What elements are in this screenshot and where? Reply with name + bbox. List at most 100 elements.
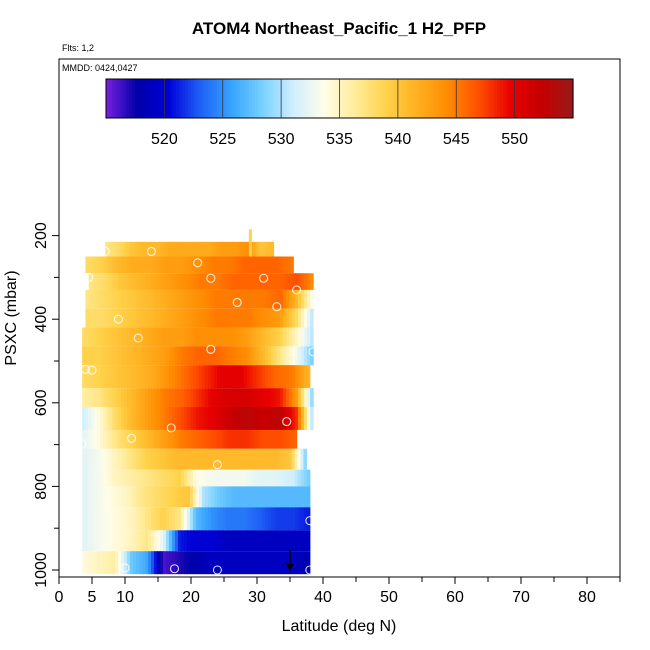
x-tick-label: 0 xyxy=(55,589,64,606)
heatmap-cell xyxy=(285,551,290,575)
heatmap-cell xyxy=(238,346,242,366)
heatmap-cell xyxy=(97,289,101,309)
heatmap-row xyxy=(85,308,314,328)
heatmap-cell xyxy=(254,256,258,274)
heatmap-cell xyxy=(192,507,197,531)
colorbar-segment xyxy=(357,79,361,118)
heatmap-cell xyxy=(193,346,197,366)
heatmap-cell xyxy=(139,327,143,347)
heatmap-cell xyxy=(274,406,278,430)
heatmap-cell xyxy=(307,327,311,347)
heatmap-cell xyxy=(82,530,86,552)
colorbar-segment xyxy=(444,79,449,118)
heatmap-cell xyxy=(208,256,213,274)
heatmap-cell xyxy=(264,448,269,470)
heatmap-cell xyxy=(220,388,224,407)
heatmap-cell xyxy=(121,273,126,290)
heatmap-cell xyxy=(97,530,101,552)
heatmap-cell xyxy=(264,469,269,487)
heatmap-cell xyxy=(175,308,179,328)
heatmap-cell xyxy=(235,327,239,347)
heatmap-cell xyxy=(205,289,209,309)
heatmap-cell xyxy=(144,429,149,449)
heatmap-cell xyxy=(297,507,302,531)
heatmap-cell xyxy=(136,388,140,407)
heatmap-cell xyxy=(109,486,113,508)
heatmap-cell xyxy=(307,346,311,366)
heatmap-cell xyxy=(184,289,188,309)
heatmap-cell xyxy=(142,327,146,347)
heatmap-cell xyxy=(187,308,191,328)
heatmap-cell xyxy=(195,241,199,257)
heatmap-cell xyxy=(295,406,299,430)
heatmap-cell xyxy=(286,289,290,309)
heatmap-cell xyxy=(145,486,149,508)
heatmap-cell xyxy=(154,256,159,274)
heatmap-cell xyxy=(249,486,254,508)
heatmap-cell xyxy=(124,530,128,552)
heatmap-cell xyxy=(177,486,182,508)
heatmap-cell xyxy=(250,327,254,347)
y-tick-label: 200 xyxy=(33,222,50,249)
colorbar-segment xyxy=(500,79,504,118)
heatmap-cell xyxy=(180,469,185,487)
colorbar-segment xyxy=(450,79,454,118)
heatmap-cell xyxy=(234,365,239,389)
heatmap-cell xyxy=(136,273,141,290)
heatmap-cell xyxy=(204,448,209,470)
heatmap-cell xyxy=(270,448,275,470)
colorbar-segment xyxy=(412,79,416,118)
heatmap-cell xyxy=(118,406,122,430)
heatmap-row xyxy=(82,365,311,389)
heatmap-cell xyxy=(148,289,152,309)
heatmap-cell xyxy=(184,273,189,290)
colorbar-segment xyxy=(523,79,527,118)
heatmap-cell xyxy=(106,256,111,274)
heatmap-cell xyxy=(226,327,230,347)
colorbar-segment xyxy=(193,79,198,118)
heatmap-cell xyxy=(127,551,131,575)
heatmap-cell xyxy=(198,486,203,508)
heatmap-cell xyxy=(102,429,107,449)
heatmap-cell xyxy=(298,289,302,309)
heatmap-cell xyxy=(169,273,174,290)
heatmap-cell xyxy=(118,388,122,407)
colorbar-segment xyxy=(470,79,475,118)
heatmap-cell xyxy=(174,507,179,531)
heatmap-cell xyxy=(193,256,198,274)
heatmap-cell xyxy=(139,256,144,274)
heatmap-cell xyxy=(148,308,152,328)
heatmap-cell xyxy=(237,469,242,487)
heatmap-cell xyxy=(94,327,98,347)
heatmap-cell xyxy=(196,346,200,366)
heatmap-cell xyxy=(124,507,128,531)
colorbar-segment xyxy=(441,79,446,118)
heatmap-cell xyxy=(289,406,293,430)
colorbar-segment xyxy=(526,79,530,118)
colorbar-segment xyxy=(394,79,399,118)
heatmap-cell xyxy=(289,308,293,328)
heatmap-cell xyxy=(266,429,271,449)
heatmap-cell xyxy=(204,365,209,389)
heatmap-cell xyxy=(192,429,196,449)
heatmap-cell xyxy=(156,429,161,449)
heatmap-cell xyxy=(231,551,236,575)
heatmap-cell xyxy=(199,406,203,430)
colorbar-segment xyxy=(415,79,419,118)
heatmap-cell xyxy=(157,308,161,328)
heatmap-cell xyxy=(142,273,147,290)
colorbar-segment xyxy=(447,79,452,118)
colorbar-segment xyxy=(432,79,437,118)
heatmap-cell xyxy=(240,551,245,575)
heatmap-cell xyxy=(106,486,110,508)
heatmap-cell xyxy=(135,241,139,257)
heatmap-cell xyxy=(300,469,305,487)
sample-point xyxy=(146,246,156,257)
heatmap-cell xyxy=(168,486,173,508)
heatmap-cell xyxy=(210,448,215,470)
heatmap-cell xyxy=(226,273,230,290)
heatmap-cell xyxy=(298,308,302,328)
heatmap-cell xyxy=(154,273,159,290)
heatmap-cell xyxy=(157,406,161,430)
heatmap-cell xyxy=(211,346,215,366)
